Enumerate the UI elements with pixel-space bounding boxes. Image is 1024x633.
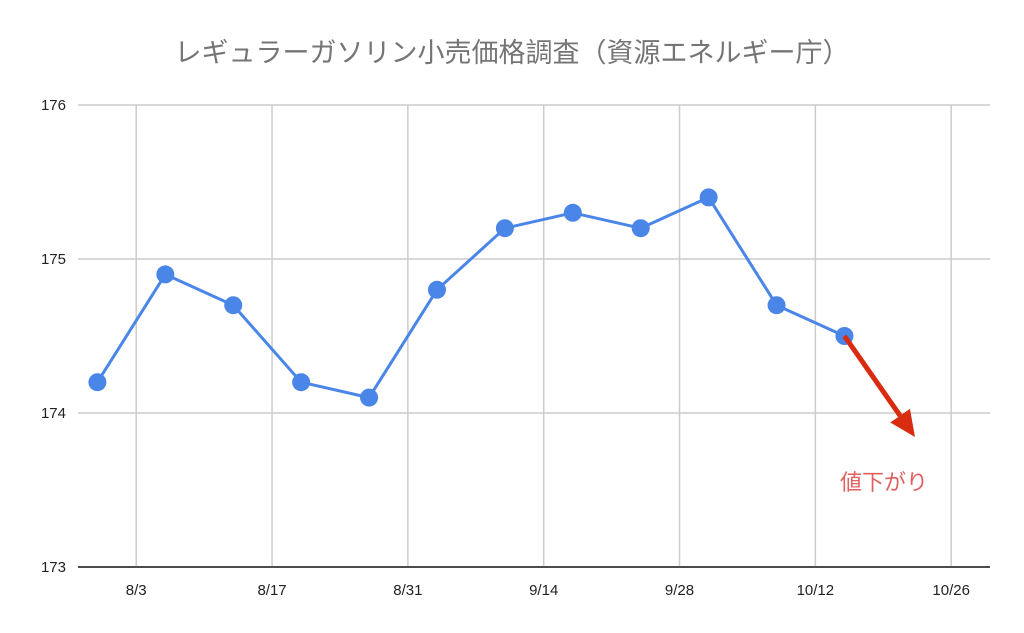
y-tick-label: 174 (41, 405, 66, 422)
annotation-label: 値下がり (840, 471, 928, 496)
data-point (631, 219, 650, 238)
data-point (360, 388, 379, 407)
y-tick-label: 175 (41, 251, 66, 268)
x-tick-label: 8/3 (126, 582, 147, 599)
data-point (88, 373, 107, 392)
data-point (292, 373, 311, 392)
data-point (156, 265, 175, 284)
arrow-shaft (842, 334, 903, 418)
x-tick-label: 10/26 (932, 582, 970, 599)
x-tick-label: 10/12 (797, 582, 835, 599)
x-tick-label: 9/14 (529, 582, 558, 599)
data-point (495, 219, 514, 238)
annotation: 値下がり (840, 334, 928, 496)
series-line (96, 195, 846, 400)
chart-title: レギュラーガソリン小売価格調査（資源エネルギー庁） (175, 38, 850, 69)
x-tick-label: 9/28 (665, 582, 694, 599)
data-point (427, 280, 446, 299)
x-tick-label: 8/17 (257, 582, 286, 599)
data-point (699, 188, 718, 207)
x-tick-label: 8/31 (393, 582, 422, 599)
data-point (224, 296, 243, 315)
y-tick-label: 176 (41, 97, 66, 114)
arrow-head (890, 408, 915, 437)
y-tick-label: 173 (41, 559, 66, 576)
data-point (563, 203, 582, 222)
data-point (767, 296, 786, 315)
